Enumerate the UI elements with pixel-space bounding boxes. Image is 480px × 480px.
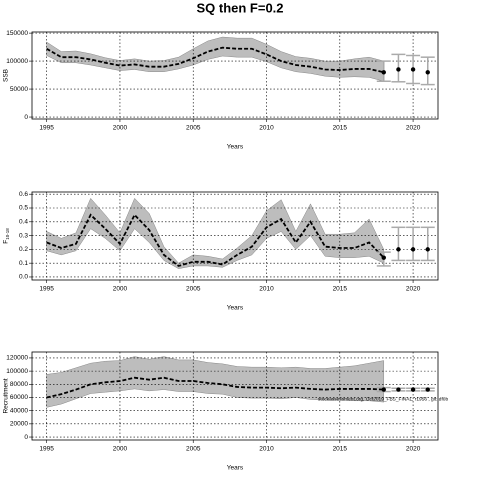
plot-frame <box>31 31 439 120</box>
y-tick-label: 0.3 <box>19 232 28 239</box>
forecast-point <box>410 247 416 252</box>
plot-frame <box>31 351 439 441</box>
x-tick-label: 2005 <box>186 125 201 132</box>
y-tick-label: 0.5 <box>19 205 28 212</box>
y-tick-label: 100000 <box>6 368 28 375</box>
forecast-point <box>410 387 416 392</box>
x-tick-label: 2010 <box>259 125 274 132</box>
x-tick-label: 2005 <box>186 286 201 293</box>
annotation: stockassessment.org, Oct2019_FBS_FINAL, … <box>318 396 448 402</box>
y-tick-label: 80000 <box>10 381 28 388</box>
y-tick-label: 0.4 <box>19 219 28 226</box>
estimate-line <box>46 46 384 74</box>
x-tick-label: 2020 <box>406 446 421 453</box>
x-tick-label: 2010 <box>259 286 274 293</box>
x-tick-label: 1995 <box>39 125 54 132</box>
y-tick-label: 0.0 <box>19 274 28 281</box>
y-tick-label: 0.1 <box>19 260 28 267</box>
confidence-band <box>46 197 385 269</box>
y-axis-label-subscript: 10-18 <box>5 228 10 240</box>
plot-frame <box>31 191 439 281</box>
confidence-band <box>46 36 385 82</box>
y-tick-label: 60000 <box>10 394 28 401</box>
y-tick-label: 50000 <box>10 86 28 93</box>
x-tick-label: 1995 <box>39 446 54 453</box>
estimate-line <box>46 213 385 267</box>
x-tick-label: 2005 <box>186 446 201 453</box>
y-tick-label: 100000 <box>6 58 28 65</box>
x-tick-label: 1995 <box>39 286 54 293</box>
y-axis-label: SSB <box>3 69 10 82</box>
confidence-band <box>46 356 385 408</box>
y-tick-label: 0.2 <box>19 246 28 253</box>
x-tick-label: 2000 <box>113 125 128 132</box>
forecast-point <box>396 247 401 252</box>
forecast-point <box>425 247 430 252</box>
x-axis-label: Years <box>227 305 244 312</box>
forecast-point <box>381 255 386 260</box>
forecast-point <box>425 70 430 75</box>
x-tick-label: 2020 <box>406 286 421 293</box>
x-tick-label: 2010 <box>259 446 274 453</box>
x-axis-label: Years <box>227 144 244 151</box>
y-axis-label: Recruitment <box>3 378 10 413</box>
x-tick-label: 2015 <box>333 286 348 293</box>
figure-title: SQ then F=0.2 <box>196 0 283 15</box>
y-tick-label: 20000 <box>10 421 28 428</box>
forecast-point <box>381 70 386 75</box>
estimate-line <box>46 376 384 399</box>
y-tick-label: 0 <box>24 114 28 121</box>
x-axis-label: Years <box>227 465 244 472</box>
y-tick-label: 150000 <box>6 30 28 37</box>
y-axis-label: F10-18 <box>3 228 10 244</box>
y-tick-label: 0 <box>24 434 28 441</box>
x-tick-label: 2020 <box>406 125 421 132</box>
y-tick-label: 120000 <box>6 355 28 362</box>
forecast-point <box>410 67 416 72</box>
forecast-point <box>396 387 401 392</box>
y-tick-label: 40000 <box>10 407 28 414</box>
x-tick-label: 2000 <box>113 446 128 453</box>
x-tick-label: 2015 <box>333 125 348 132</box>
x-tick-label: 2000 <box>113 286 128 293</box>
x-tick-label: 2015 <box>333 446 348 453</box>
y-tick-label: 0.6 <box>19 191 28 198</box>
forecast-point <box>396 67 401 72</box>
forecast-point <box>425 387 430 392</box>
forecast-point <box>381 387 386 392</box>
